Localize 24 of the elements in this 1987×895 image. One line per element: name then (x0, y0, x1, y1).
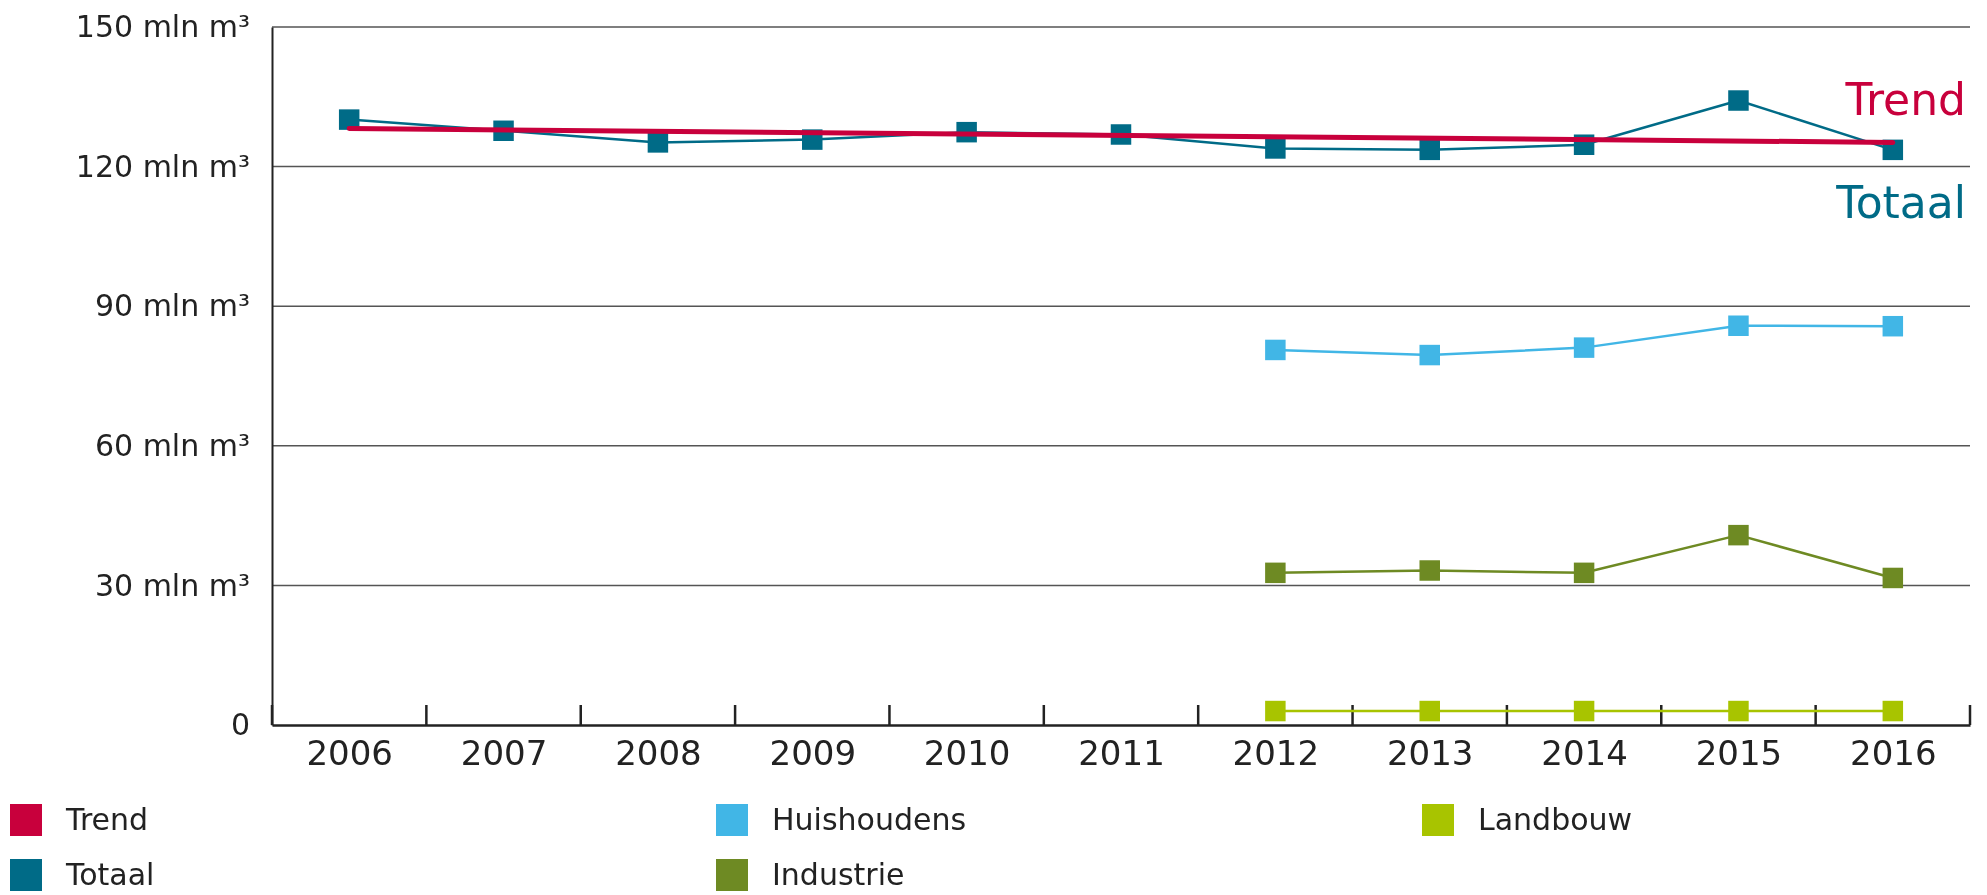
y-tick-label: 90 mln m³ (94, 288, 250, 324)
x-tick-label: 2014 (1541, 733, 1628, 774)
y-tick-label: 0 (230, 707, 250, 743)
x-tick-label: 2009 (769, 733, 857, 774)
x-tick-label: 2010 (923, 733, 1011, 774)
y-tick-label: 60 mln m³ (94, 427, 250, 463)
legend-label: Huishoudens (772, 802, 967, 837)
x-tick-label: 2012 (1232, 733, 1320, 774)
x-tick-label: 2016 (1850, 733, 1937, 774)
x-tick-label: 2015 (1695, 733, 1783, 774)
legend-label: Totaal (65, 857, 155, 892)
legend-label: Landbouw (1478, 802, 1633, 837)
y-tick-label: 150 mln m³ (75, 9, 250, 45)
text: Totaal (1836, 177, 1966, 228)
y-tick-label: 30 mln m³ (94, 567, 250, 603)
x-tick-label: 2006 (306, 733, 393, 774)
x-tick-label: 2013 (1386, 733, 1474, 774)
x-tick-label: 2008 (615, 733, 702, 774)
text: Trend (1845, 74, 1966, 125)
legend-label: Trend (65, 802, 149, 837)
x-tick-label: 2011 (1078, 733, 1165, 774)
legend-label: Industrie (772, 857, 905, 892)
x-tick-label: 2007 (460, 733, 548, 774)
y-tick-label: 120 mln m³ (75, 148, 250, 184)
